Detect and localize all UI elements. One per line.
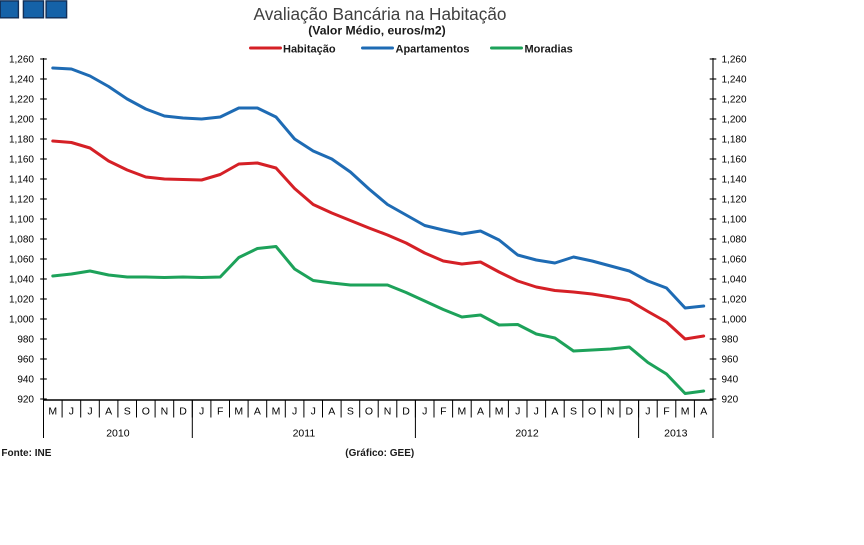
svg-text:1,240: 1,240 xyxy=(9,75,34,86)
svg-text:M: M xyxy=(234,405,243,417)
svg-text:1,140: 1,140 xyxy=(9,175,34,186)
svg-text:D: D xyxy=(402,405,410,417)
svg-text:J: J xyxy=(515,405,520,417)
svg-text:920: 920 xyxy=(722,395,739,406)
svg-text:1,220: 1,220 xyxy=(722,95,747,106)
svg-text:1,040: 1,040 xyxy=(9,275,34,286)
svg-text:J: J xyxy=(534,405,539,417)
svg-text:Moradias: Moradias xyxy=(525,44,573,56)
svg-text:1,060: 1,060 xyxy=(722,255,747,266)
svg-text:F: F xyxy=(217,405,223,417)
svg-text:A: A xyxy=(700,405,707,417)
svg-text:M: M xyxy=(495,405,504,417)
svg-text:O: O xyxy=(365,405,373,417)
svg-text:1,220: 1,220 xyxy=(9,95,34,106)
svg-text:1,100: 1,100 xyxy=(9,215,34,226)
svg-text:A: A xyxy=(254,405,261,417)
svg-text:S: S xyxy=(347,405,354,417)
svg-text:980: 980 xyxy=(722,335,739,346)
svg-text:(Gráfico: GEE): (Gráfico: GEE) xyxy=(345,448,414,459)
svg-text:2010: 2010 xyxy=(106,427,130,439)
svg-text:1,080: 1,080 xyxy=(9,235,34,246)
svg-text:1,160: 1,160 xyxy=(722,155,747,166)
svg-text:J: J xyxy=(645,405,650,417)
svg-text:N: N xyxy=(607,405,615,417)
svg-text:M: M xyxy=(48,405,57,417)
svg-text:J: J xyxy=(199,405,204,417)
svg-text:F: F xyxy=(663,405,669,417)
svg-text:1,200: 1,200 xyxy=(722,115,747,126)
svg-text:M: M xyxy=(458,405,467,417)
svg-text:1,120: 1,120 xyxy=(722,195,747,206)
svg-text:S: S xyxy=(570,405,577,417)
svg-text:1,020: 1,020 xyxy=(9,295,34,306)
svg-text:1,000: 1,000 xyxy=(722,315,747,326)
svg-text:980: 980 xyxy=(17,335,34,346)
svg-text:J: J xyxy=(69,405,74,417)
svg-text:960: 960 xyxy=(722,355,739,366)
svg-text:A: A xyxy=(551,405,558,417)
svg-text:1,000: 1,000 xyxy=(9,315,34,326)
svg-text:1,160: 1,160 xyxy=(9,155,34,166)
svg-text:Avaliação Bancária na Habitaçã: Avaliação Bancária na Habitação xyxy=(254,4,507,24)
svg-text:D: D xyxy=(179,405,187,417)
svg-text:O: O xyxy=(588,405,596,417)
svg-text:1,180: 1,180 xyxy=(9,135,34,146)
svg-text:2012: 2012 xyxy=(515,427,539,439)
svg-text:S: S xyxy=(124,405,131,417)
svg-text:A: A xyxy=(105,405,112,417)
svg-text:1,140: 1,140 xyxy=(722,175,747,186)
svg-text:960: 960 xyxy=(17,355,34,366)
svg-text:1,020: 1,020 xyxy=(722,295,747,306)
svg-text:O: O xyxy=(142,405,150,417)
svg-text:1,060: 1,060 xyxy=(9,255,34,266)
svg-text:Apartamentos: Apartamentos xyxy=(396,44,470,56)
svg-text:1,080: 1,080 xyxy=(722,235,747,246)
svg-text:F: F xyxy=(440,405,446,417)
svg-text:J: J xyxy=(87,405,92,417)
svg-text:Habitação: Habitação xyxy=(283,44,336,56)
svg-text:N: N xyxy=(384,405,392,417)
svg-text:N: N xyxy=(161,405,169,417)
svg-text:2011: 2011 xyxy=(293,427,316,439)
svg-text:2013: 2013 xyxy=(664,427,688,439)
svg-text:1,100: 1,100 xyxy=(722,215,747,226)
svg-text:1,240: 1,240 xyxy=(722,75,747,86)
svg-text:J: J xyxy=(311,405,316,417)
svg-text:920: 920 xyxy=(17,395,34,406)
svg-text:940: 940 xyxy=(17,375,34,386)
svg-text:1,260: 1,260 xyxy=(9,55,34,66)
svg-text:1,180: 1,180 xyxy=(722,135,747,146)
svg-text:1,040: 1,040 xyxy=(722,275,747,286)
svg-text:M: M xyxy=(681,405,690,417)
svg-text:1,120: 1,120 xyxy=(9,195,34,206)
svg-text:M: M xyxy=(272,405,281,417)
svg-text:A: A xyxy=(328,405,335,417)
svg-text:A: A xyxy=(477,405,484,417)
svg-text:940: 940 xyxy=(722,375,739,386)
svg-text:Fonte: INE: Fonte: INE xyxy=(1,448,51,459)
svg-text:1,200: 1,200 xyxy=(9,115,34,126)
svg-text:J: J xyxy=(422,405,427,417)
svg-text:(Valor Médio, euros/m2): (Valor Médio, euros/m2) xyxy=(308,24,445,38)
svg-text:D: D xyxy=(626,405,634,417)
svg-text:J: J xyxy=(292,405,297,417)
svg-text:1,260: 1,260 xyxy=(722,55,747,66)
